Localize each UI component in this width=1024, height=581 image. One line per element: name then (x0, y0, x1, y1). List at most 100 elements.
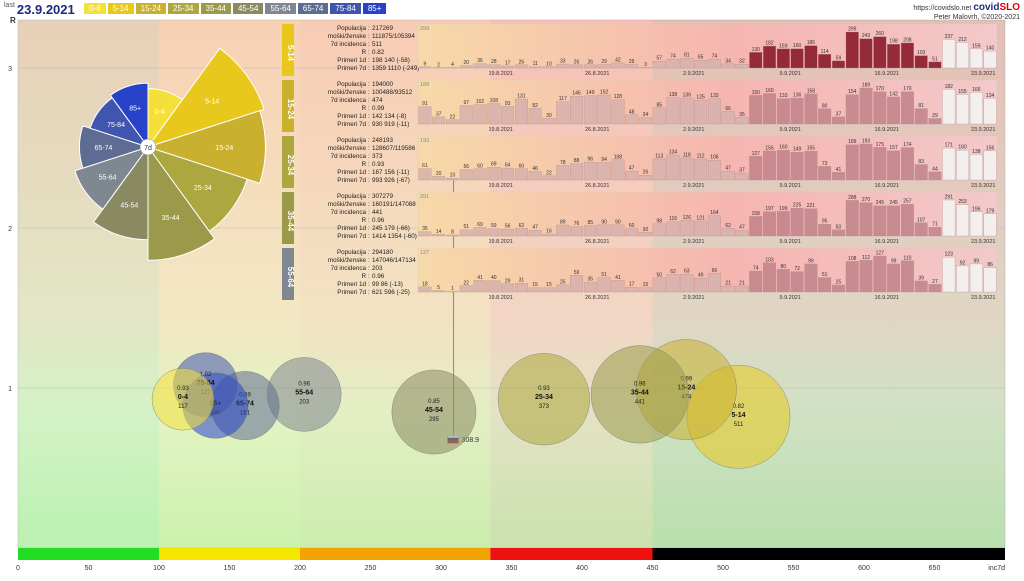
panel-bar-25-34-41 (984, 151, 997, 180)
panel-bar-35-44-5 (488, 229, 501, 236)
polar-label-65-74: 65-74 (95, 145, 113, 152)
panel-bar-label-15-24-6: 93 (505, 101, 511, 107)
panel-bar-label-35-44-0: 35 (422, 226, 428, 232)
panel-bar-label-55-64-29: 51 (822, 272, 828, 278)
panel-date-55-64-2: 2.9.2021 (683, 295, 704, 301)
panel-bar-label-15-24-29: 80 (822, 103, 828, 109)
x-axis-label: inc7d (988, 565, 1005, 572)
legend-chip-25-34[interactable]: 25-34 (168, 3, 198, 14)
panel-bar-label-5-14-18: 74 (670, 54, 676, 60)
legend-chip-5-14[interactable]: 5-14 (108, 3, 134, 14)
panel-bar-label-25-34-2: 10 (450, 173, 456, 179)
panel-bar-label-55-64-21: 66 (712, 268, 718, 274)
panel-bar-55-64-17 (653, 278, 666, 292)
panel-bar-label-15-24-19: 136 (683, 93, 692, 99)
legend-chip-15-24[interactable]: 15-24 (136, 3, 166, 14)
panel-bar-label-25-34-20: 112 (697, 154, 705, 160)
panel-bar-label-55-64-10: 25 (560, 279, 566, 285)
panel-date-5-14-1: 26.8.2021 (585, 71, 609, 77)
legend-chip-55-64[interactable]: 55-64 (265, 3, 295, 14)
panel-info-key-5-14-1: moški/ženske (328, 33, 367, 40)
legend-chip-75-84[interactable]: 75-84 (330, 3, 360, 14)
panel-bar-35-44-40 (970, 212, 983, 236)
panel-bar-label-25-34-11: 88 (574, 158, 580, 164)
panel-bar-55-64-23 (736, 286, 749, 292)
panel-bar-5-14-23 (736, 64, 749, 68)
panel-bar-55-64-40 (970, 264, 983, 292)
panel-tag-label-25-34: 25-34 (286, 155, 295, 176)
scale-strip-1 (159, 548, 300, 560)
legend-chip-0-4[interactable]: 0-4 (84, 3, 106, 14)
panel-bar-label-55-64-38: 123 (945, 252, 954, 258)
panel-bar-label-25-34-35: 174 (903, 142, 912, 148)
panel-bar-label-35-44-21: 164 (710, 210, 719, 216)
panel-bar-35-44-33 (874, 206, 887, 236)
panel-bar-35-44-13 (598, 225, 611, 236)
panel-bar-5-14-33 (874, 37, 887, 68)
panel-info-val-15-24-0: 194000 (372, 81, 394, 88)
panel-bar-label-5-14-24: 130 (752, 47, 761, 53)
panel-bar-55-64-29 (818, 278, 831, 292)
panel-bar-label-35-44-19: 126 (683, 215, 692, 221)
legend-chip-85+[interactable]: 85+ (363, 3, 387, 14)
panel-bar-label-55-64-23: 21 (739, 281, 745, 287)
panel-bar-25-34-6 (501, 168, 514, 180)
bubble-inc-35-44: 441 (635, 399, 646, 405)
panel-bar-label-35-44-18: 116 (669, 216, 677, 222)
panel-info-sep-5-14-4: : (368, 57, 370, 64)
panel-info-key-35-44-3: R (361, 217, 366, 224)
panel-date-25-34-4: 16.9.2021 (874, 183, 898, 189)
panel-bar-label-55-64-15: 17 (629, 282, 635, 288)
panel-bar-5-14-22 (722, 64, 735, 68)
panel-bar-label-55-64-4: 41 (477, 275, 483, 281)
panel-info-key-25-34-4: Primeri 1d (337, 169, 366, 176)
legend-chip-65-74[interactable]: 65-74 (298, 3, 328, 14)
panel-bar-35-44-39 (956, 205, 969, 236)
panel-bar-label-5-14-12: 26 (588, 59, 594, 65)
panel-info-val-25-34-5: 993 926 (-67) (372, 177, 410, 184)
panel-bar-35-44-12 (584, 225, 597, 236)
panel-bar-35-44-4 (474, 227, 487, 236)
panel-bar-35-44-10 (556, 225, 569, 236)
panel-info-val-15-24-1: 100488/93512 (372, 89, 413, 96)
panel-bar-25-34-15 (625, 171, 638, 180)
panel-info-sep-15-24-5: : (368, 121, 370, 128)
panel-info-key-35-44-0: Populacija (337, 193, 367, 200)
panel-bar-35-44-25 (763, 212, 776, 236)
panel-date-55-64-1: 26.8.2021 (585, 295, 609, 301)
bubble-inc-45-54: 295 (429, 417, 440, 423)
panel-bar-55-64-27 (791, 272, 804, 292)
panel-bar-55-64-37 (929, 284, 942, 292)
polar-label-75-84: 75-84 (107, 122, 125, 129)
panel-bar-25-34-25 (763, 151, 776, 180)
panel-bar-15-24-36 (915, 109, 928, 124)
panel-bar-label-5-14-9: 10 (546, 61, 552, 67)
panel-bar-35-44-28 (805, 209, 818, 236)
panel-bar-label-25-34-39: 160 (958, 145, 967, 151)
panel-date-25-34-1: 26.8.2021 (585, 183, 609, 189)
panel-bar-label-5-14-35: 208 (903, 37, 912, 43)
polar-label-15-24: 15-24 (215, 145, 233, 152)
site-url[interactable]: https://covidslo.net (913, 5, 971, 12)
panel-date-25-34-0: 19.8.2021 (488, 183, 512, 189)
panel-bar-15-24-35 (901, 92, 914, 124)
panel-info-key-5-14-2: 7d incidenca (331, 41, 367, 48)
panel-bar-label-35-44-29: 95 (822, 219, 828, 225)
panel-bar-35-44-6 (501, 229, 514, 236)
panel-bar-label-5-14-29: 114 (821, 49, 829, 55)
panel-bar-label-15-24-21: 133 (710, 93, 719, 99)
panel-bar-label-5-14-26: 159 (779, 43, 788, 49)
x-tick-450: 450 (647, 565, 659, 572)
panel-bar-label-35-44-40: 196 (972, 206, 981, 212)
legend-chip-35-44[interactable]: 35-44 (201, 3, 231, 14)
panel-ymax-15-24: 189 (420, 82, 429, 88)
panel-bar-label-55-64-22: 21 (725, 281, 731, 287)
x-tick-50: 50 (85, 565, 93, 572)
panel-date-55-64-4: 16.9.2021 (874, 295, 898, 301)
panel-bar-label-25-34-7: 60 (519, 163, 525, 169)
panel-info-val-55-64-5: 621 596 (-25) (372, 289, 410, 296)
legend-chip-45-54[interactable]: 45-54 (233, 3, 263, 14)
panel-bar-label-5-14-13: 29 (601, 59, 607, 65)
panel-bar-15-24-19 (681, 98, 694, 124)
panel-info-sep-55-64-3: : (368, 273, 370, 280)
